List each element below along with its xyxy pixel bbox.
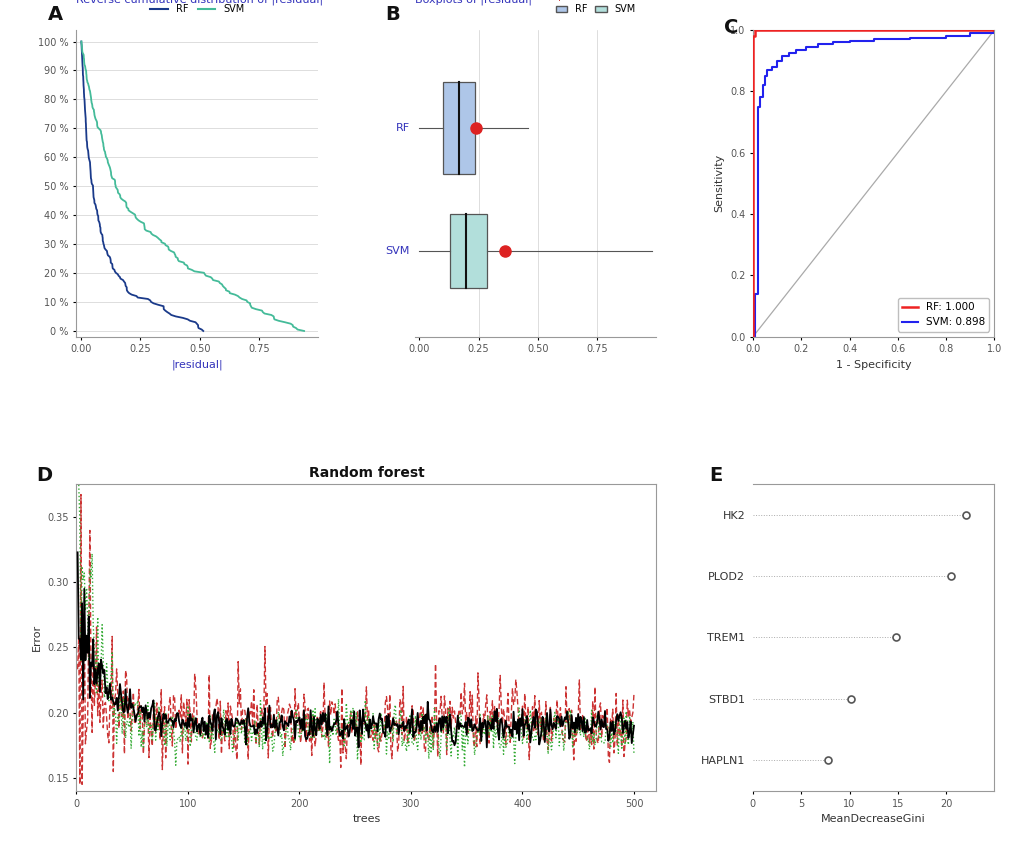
Text: C: C [723,18,738,37]
Legend: RF, SVM: RF, SVM [551,0,639,18]
X-axis label: 1 - Specificity: 1 - Specificity [836,360,911,370]
X-axis label: trees: trees [352,814,380,824]
Bar [442,82,475,174]
Y-axis label: Error: Error [32,624,42,651]
Y-axis label: Sensitivity: Sensitivity [713,154,723,212]
Legend: RF: 1.000, SVM: 0.898: RF: 1.000, SVM: 0.898 [897,298,988,332]
Text: Reverse cumulative distribution of |residual|: Reverse cumulative distribution of |resi… [76,0,323,4]
X-axis label: |residual|: |residual| [171,360,223,370]
Bar [449,214,486,287]
Text: A: A [48,5,62,25]
Text: B: B [385,5,400,25]
Text: D: D [36,466,52,485]
Text: Boxplots of |residual|: Boxplots of |residual| [415,0,531,4]
Legend: RF, SVM: RF, SVM [147,0,248,18]
Text: SVM: SVM [385,246,410,256]
X-axis label: MeanDecreaseGini: MeanDecreaseGini [820,814,925,824]
Title: Random forest: Random forest [308,466,424,481]
Text: RF: RF [395,123,410,133]
Text: E: E [709,466,722,485]
